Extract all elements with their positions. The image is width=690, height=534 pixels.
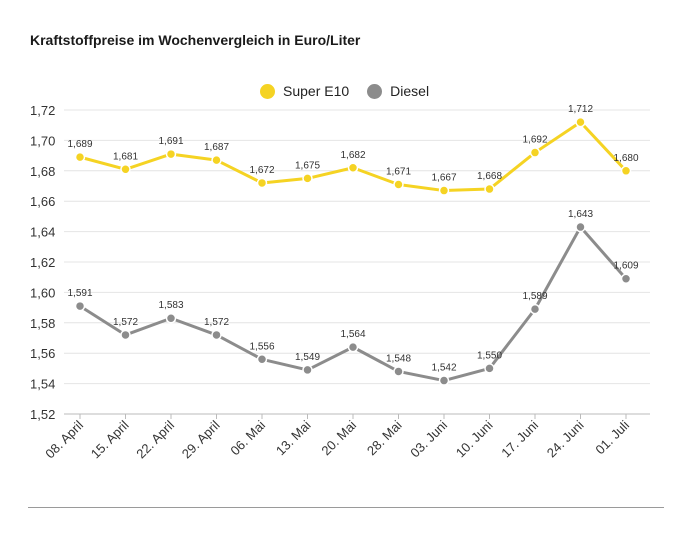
x-tick-label: 13. Mai: [273, 417, 314, 458]
x-tick-label: 22. April: [133, 417, 177, 461]
data-label-super: 1,672: [249, 165, 274, 176]
data-label-diesel: 1,572: [204, 317, 229, 328]
data-label-super: 1,667: [431, 173, 456, 184]
x-tick-label: 15. April: [88, 417, 132, 461]
data-point-diesel: [165, 312, 177, 324]
legend-label-diesel: Diesel: [390, 83, 430, 99]
data-label-diesel: 1,572: [113, 317, 138, 328]
data-point-super: [529, 147, 541, 158]
data-point-super: [211, 154, 222, 166]
data-label-diesel: 1,589: [522, 291, 547, 302]
data-label-diesel: 1,549: [295, 352, 320, 363]
data-label-diesel: 1,643: [568, 209, 593, 220]
data-label-diesel: 1,556: [249, 341, 274, 352]
y-tick-label: 1,52: [30, 407, 55, 422]
data-point-super: [620, 165, 632, 177]
y-tick-label: 1,60: [30, 285, 55, 300]
data-point-diesel: [347, 341, 359, 353]
data-label-super: 1,691: [158, 136, 183, 147]
data-point-diesel: [484, 363, 495, 374]
data-point-diesel: [575, 221, 586, 233]
data-label-diesel: 1,583: [158, 300, 183, 311]
data-label-super: 1,689: [67, 139, 92, 150]
y-tick-label: 1,54: [30, 377, 55, 392]
data-point-super: [256, 177, 268, 189]
data-label-super: 1,668: [477, 171, 502, 182]
bottom-rule: [28, 507, 664, 508]
legend-swatch-super: [260, 83, 275, 99]
x-tick-label: 24. Juni: [544, 417, 587, 460]
y-tick-label: 1,70: [30, 133, 55, 148]
x-tick-label: 17. Juni: [498, 417, 541, 460]
data-label-diesel: 1,591: [67, 288, 92, 299]
data-label-super: 1,692: [522, 135, 547, 146]
data-label-super: 1,681: [113, 151, 138, 162]
data-label-super: 1,680: [613, 153, 638, 164]
chart-title: Kraftstoffpreise im Wochenvergleich in E…: [30, 32, 361, 48]
x-tick-label: 20. Mai: [318, 417, 359, 458]
data-point-diesel: [620, 273, 632, 284]
data-point-diesel: [74, 300, 86, 312]
data-point-super: [484, 183, 495, 195]
data-label-diesel: 1,548: [386, 353, 411, 364]
x-tick-label: 06. Mai: [227, 417, 268, 458]
data-point-diesel: [393, 366, 404, 377]
legend: Super E10 Diesel: [260, 83, 429, 99]
data-label-diesel: 1,550: [477, 350, 502, 361]
data-label-diesel: 1,542: [431, 363, 456, 374]
data-label-super: 1,687: [204, 142, 229, 153]
x-tick-label: 03. Juni: [407, 417, 450, 460]
data-label-super: 1,675: [295, 160, 320, 171]
data-point-super: [302, 173, 313, 184]
data-label-super: 1,712: [568, 104, 593, 115]
data-point-super: [393, 179, 404, 190]
y-tick-label: 1,68: [30, 164, 55, 179]
data-point-super: [347, 162, 359, 174]
legend-label-super: Super E10: [283, 83, 350, 99]
legend-item-diesel: Diesel: [367, 83, 429, 99]
y-tick-label: 1,66: [30, 194, 55, 209]
data-point-super: [74, 151, 86, 163]
y-tick-label: 1,58: [30, 316, 55, 331]
data-point-diesel: [211, 329, 222, 341]
data-label-diesel: 1,609: [613, 261, 638, 272]
data-label-super: 1,682: [340, 150, 365, 161]
data-point-super: [120, 164, 131, 175]
legend-item-super: Super E10: [260, 83, 349, 99]
data-point-super: [575, 116, 586, 128]
y-tick-label: 1,72: [30, 103, 55, 118]
data-point-diesel: [302, 364, 313, 376]
data-point-super: [165, 148, 177, 160]
data-point-super: [438, 185, 450, 196]
legend-swatch-diesel: [367, 83, 383, 99]
x-tick-label: 10. Juni: [453, 417, 496, 460]
data-label-super: 1,671: [386, 166, 411, 177]
x-tick-label: 28. Mai: [364, 417, 405, 458]
y-tick-label: 1,62: [30, 255, 55, 270]
y-tick-label: 1,64: [30, 225, 55, 240]
data-point-diesel: [120, 329, 131, 341]
x-tick-label: 01. Juli: [592, 417, 632, 457]
data-point-diesel: [256, 354, 268, 365]
data-point-diesel: [438, 375, 450, 386]
x-tick-label: 29. April: [179, 417, 223, 461]
x-tick-label: 08. April: [42, 417, 86, 461]
y-tick-label: 1,56: [30, 346, 55, 361]
data-point-diesel: [529, 303, 541, 315]
data-label-diesel: 1,564: [340, 329, 365, 340]
